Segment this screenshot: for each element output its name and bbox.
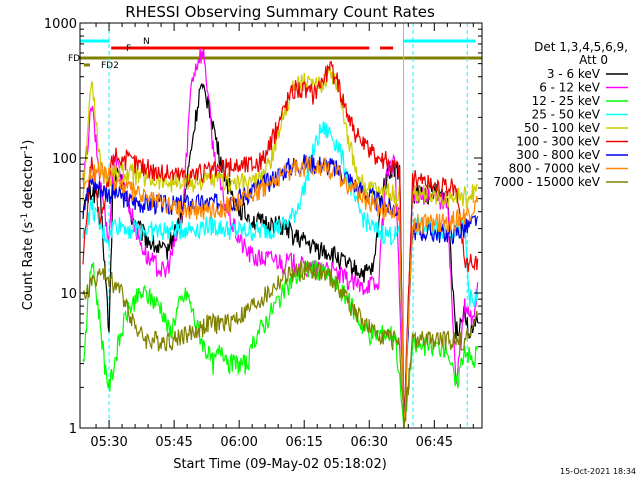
x-tick-label: 05:45 [155,435,192,450]
y-tick-label: 1000 [44,17,77,32]
y-tick-label: 100 [52,152,77,167]
x-tick-label: 06:30 [351,435,388,450]
y-tick-label: 10 [60,287,77,302]
series-line [82,260,479,429]
legend-header-line1: Det 1,3,4,5,6,9, [534,40,628,54]
legend-header-line2: Att 0 [579,53,608,67]
y-label-sup1: -1 [20,213,30,222]
legend-entry: 7000 - 15000 keV [493,175,600,189]
y-axis-ticks: 1000 100 10 1 [44,17,482,437]
y-label-part3: ) [21,140,36,145]
series-group [82,47,479,429]
flag-label-f: F [126,44,131,54]
legend-entry: 50 - 100 keV [524,121,601,135]
y-label-part1: Count Rate (s [21,222,36,311]
series-line [82,259,479,429]
x-tick-label: 06:45 [416,435,453,450]
x-tick-label: 05:30 [90,435,127,450]
flag-label-n: N [143,37,150,47]
y-tick-label: 1 [69,422,77,437]
flag-label-fd2: FD2 [101,61,119,71]
y-label-sup2: -1 [20,145,30,154]
series-line [82,60,479,429]
chart-title: RHESSI Observing Summary Count Rates [125,3,435,21]
legend-entry: 800 - 7000 keV [509,162,601,176]
x-tick-label: 06:00 [220,435,257,450]
x-axis-ticks: 05:30 05:45 06:00 06:15 06:30 06:45 [90,23,474,450]
legend-entry: 300 - 800 keV [516,148,600,162]
legend-entry: 25 - 50 keV [532,108,601,122]
x-tick-label: 06:15 [285,435,322,450]
legend-entry: 100 - 300 keV [516,135,600,149]
legend-entry: 6 - 12 keV [539,81,601,95]
plot-frame [79,22,483,429]
legend-entry: 3 - 6 keV [547,67,601,81]
legend-entry: 12 - 25 keV [532,94,601,108]
x-axis-label: Start Time (09-May-02 05:18:02) [173,457,387,472]
flag-label-fd: FD [68,54,80,64]
flag-bars: N F FD FD2 [68,37,482,71]
y-axis-label: Count Rate (s-1 detector-1) [20,140,36,311]
series-line [82,156,479,429]
timestamp: 15-Oct-2021 18:34 [560,467,636,476]
y-label-part2: detector [21,153,36,213]
